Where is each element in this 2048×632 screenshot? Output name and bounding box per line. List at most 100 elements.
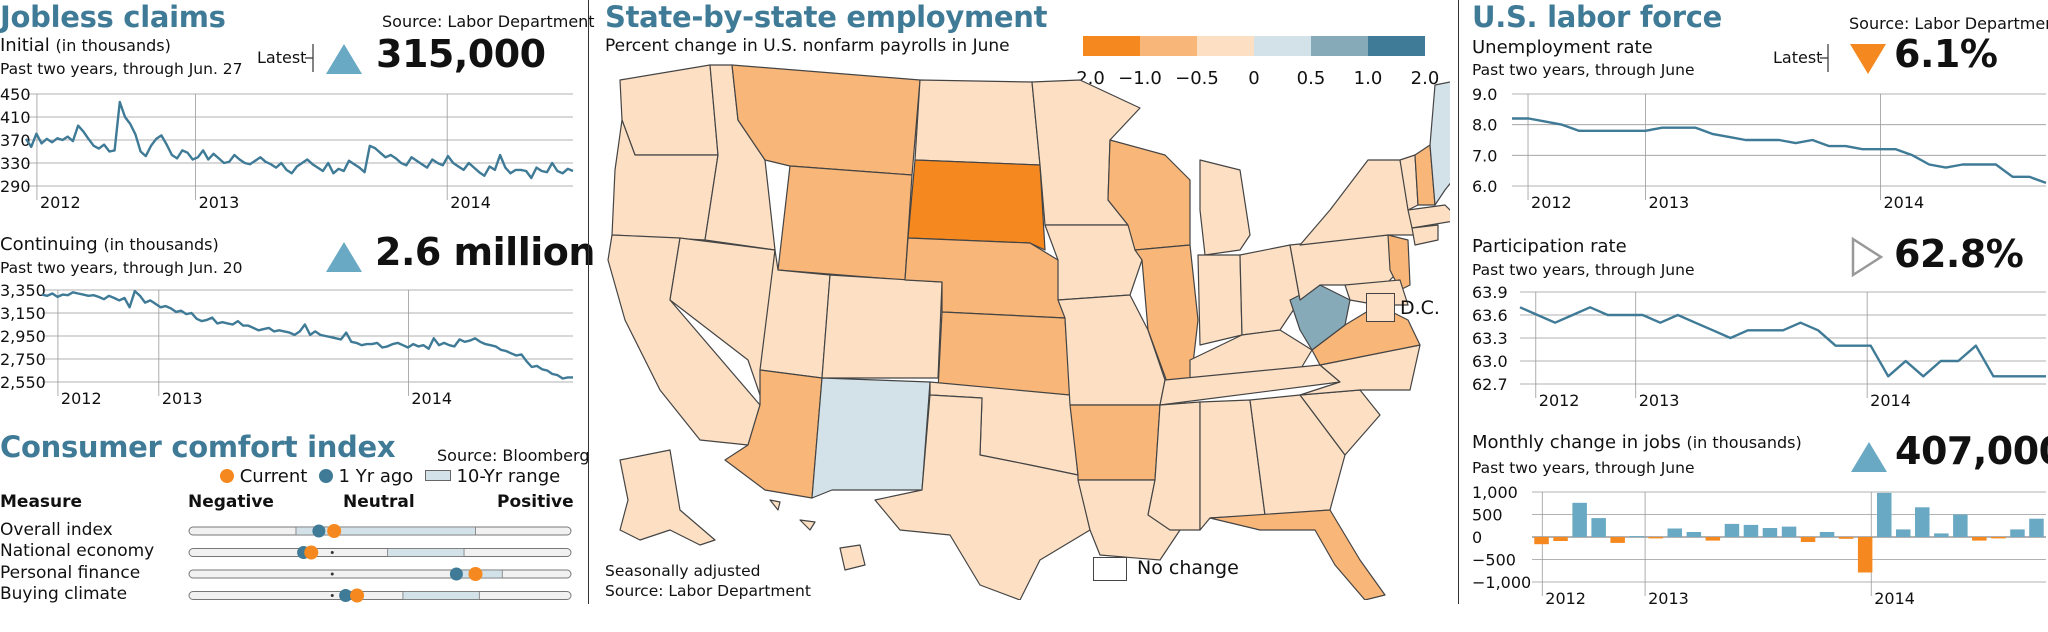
y-tick-label: 2,950 bbox=[0, 327, 46, 346]
latest-label: Latest bbox=[1773, 48, 1823, 67]
continuing-unit: (in thousands) bbox=[103, 235, 219, 254]
neutral-marker bbox=[330, 551, 334, 554]
y-tick-label: 63.6 bbox=[1472, 306, 1508, 325]
initial-unit: (in thousands) bbox=[55, 36, 171, 55]
comfort-source: Source: Bloomberg bbox=[437, 446, 590, 465]
up-arrow-icon bbox=[326, 44, 362, 74]
participation-latest-value: 62.8% bbox=[1894, 232, 2024, 276]
initial-note: Past two years, through Jun. 27 bbox=[0, 60, 243, 78]
state-kansas bbox=[937, 311, 1071, 396]
continuing-latest-value: 2.6 million bbox=[375, 230, 595, 274]
initial-claims-label: Initial (in thousands) bbox=[0, 35, 171, 56]
jobs-bar bbox=[1857, 537, 1873, 573]
y-tick-label: 9.0 bbox=[1472, 88, 1497, 104]
x-tick-label: 2013 bbox=[1649, 193, 1690, 210]
jobs-bar bbox=[2029, 518, 2044, 537]
initial-label: Initial bbox=[0, 35, 50, 56]
continuing-claims-chart: 3,350 3,150 2,950 2,750 2,550 2012 2013 2014 bbox=[0, 284, 573, 406]
state-nevada bbox=[669, 237, 776, 396]
current-dot bbox=[327, 524, 342, 538]
year-ago-dot bbox=[312, 524, 326, 538]
x-tick-label: 2014 bbox=[1870, 391, 1911, 408]
latest-bracket-icon bbox=[305, 44, 314, 72]
state-iowa bbox=[1044, 224, 1143, 301]
jobs-bar bbox=[1953, 514, 1968, 537]
state-connecticut bbox=[1411, 224, 1439, 246]
jobs-bar bbox=[1724, 523, 1740, 537]
year-ago-dot bbox=[339, 589, 353, 602]
participation-chart: 63.9 63.6 63.3 63.0 62.7 2012 2013 2014 bbox=[1472, 286, 2046, 408]
jobs-bar bbox=[1705, 537, 1721, 541]
jobs-bar bbox=[1762, 528, 1778, 537]
jobs-bar-chart: 1,000 500 0 −500 −1,000 2012 2013 2014 bbox=[1472, 486, 2046, 608]
jobless-claims-title: Jobless claims bbox=[0, 0, 226, 34]
y-tick-label: 370 bbox=[0, 131, 31, 150]
scale-swatch bbox=[1197, 36, 1254, 56]
column-divider bbox=[1458, 0, 1459, 604]
positive-header: Positive bbox=[497, 492, 574, 512]
state-arkansas bbox=[1069, 404, 1161, 481]
y-tick-label: 1,000 bbox=[1472, 486, 1518, 502]
jobs-bar bbox=[1667, 528, 1682, 537]
legend-range: 10-Yr range bbox=[456, 466, 561, 487]
y-tick-label: 500 bbox=[1472, 506, 1503, 525]
x-tick-label: 2012 bbox=[61, 389, 102, 406]
y-tick-label: 330 bbox=[0, 154, 31, 173]
comfort-track bbox=[188, 548, 572, 557]
state-michigan bbox=[1199, 159, 1251, 256]
jobs-bar bbox=[1572, 502, 1587, 537]
initial-claims-chart: 450 410 370 330 290 2012 2013 2014 bbox=[0, 88, 574, 210]
y-tick-label: 63.9 bbox=[1472, 286, 1508, 302]
y-tick-label: 7.0 bbox=[1472, 146, 1497, 165]
participation-label: Participation rate bbox=[1472, 236, 1627, 257]
comfort-range bbox=[387, 548, 465, 557]
jobs-label: Monthly change in jobs (in thousands) bbox=[1472, 432, 1802, 453]
column-divider bbox=[588, 0, 589, 604]
state-new-jersey bbox=[1387, 234, 1411, 291]
series-line bbox=[41, 289, 573, 380]
jobs-bar bbox=[1991, 537, 2006, 539]
state-new-york bbox=[1299, 159, 1416, 246]
y-tick-label: 2,750 bbox=[0, 350, 46, 369]
jobs-latest-value: 407,000 bbox=[1895, 429, 2048, 473]
up-arrow-icon bbox=[326, 242, 362, 272]
scale-label: −1.0 bbox=[1118, 68, 1162, 89]
x-tick-label: 2014 bbox=[1874, 589, 1915, 608]
x-tick-label: 2013 bbox=[199, 193, 240, 210]
year-ago-dot bbox=[449, 567, 463, 581]
continuing-claims-label: Continuing (in thousands) bbox=[0, 234, 219, 255]
latest-label: Latest bbox=[257, 48, 307, 67]
state-texas bbox=[874, 394, 1091, 600]
latest-bracket-icon bbox=[1820, 44, 1829, 72]
down-arrow-icon bbox=[1850, 44, 1886, 74]
scale-label: 0.5 bbox=[1297, 68, 1326, 89]
state-massachusetts bbox=[1407, 204, 1450, 229]
series-line bbox=[1519, 306, 2046, 378]
dc-label: D.C. bbox=[1400, 297, 1440, 319]
map-title: State-by-state employment bbox=[605, 0, 1048, 34]
y-tick-label: 410 bbox=[0, 108, 31, 127]
state-south-dakota bbox=[907, 159, 1046, 251]
legend-year-ago: 1 Yr ago bbox=[338, 466, 414, 487]
jobs-bar bbox=[1934, 533, 1949, 537]
jobs-bar bbox=[1838, 537, 1854, 539]
comfort-legend: Current 1 Yr ago 10-Yr range bbox=[220, 466, 560, 487]
state-colorado bbox=[821, 274, 943, 379]
no-change-swatch bbox=[1093, 557, 1127, 581]
x-tick-label: 2014 bbox=[411, 389, 452, 406]
jobs-bar bbox=[2010, 529, 2025, 537]
state-north-dakota bbox=[914, 79, 1041, 166]
y-tick-label: 8.0 bbox=[1472, 116, 1497, 135]
neutral-marker bbox=[330, 594, 334, 597]
jobs-bar bbox=[1819, 532, 1835, 537]
continuing-note: Past two years, through Jun. 20 bbox=[0, 259, 243, 277]
jobs-label-text: Monthly change in jobs bbox=[1472, 432, 1681, 453]
current-dot bbox=[350, 588, 365, 603]
comfort-row-label: Overall index bbox=[0, 520, 113, 540]
y-tick-label: 0 bbox=[1472, 528, 1482, 547]
unemployment-chart: 9.0 8.0 7.0 6.0 2012 2013 2014 bbox=[1472, 88, 2047, 210]
jobs-bar bbox=[1553, 537, 1568, 541]
x-tick-label: 2014 bbox=[1883, 193, 1924, 210]
state-florida bbox=[1209, 509, 1386, 600]
comfort-bars bbox=[188, 524, 572, 603]
